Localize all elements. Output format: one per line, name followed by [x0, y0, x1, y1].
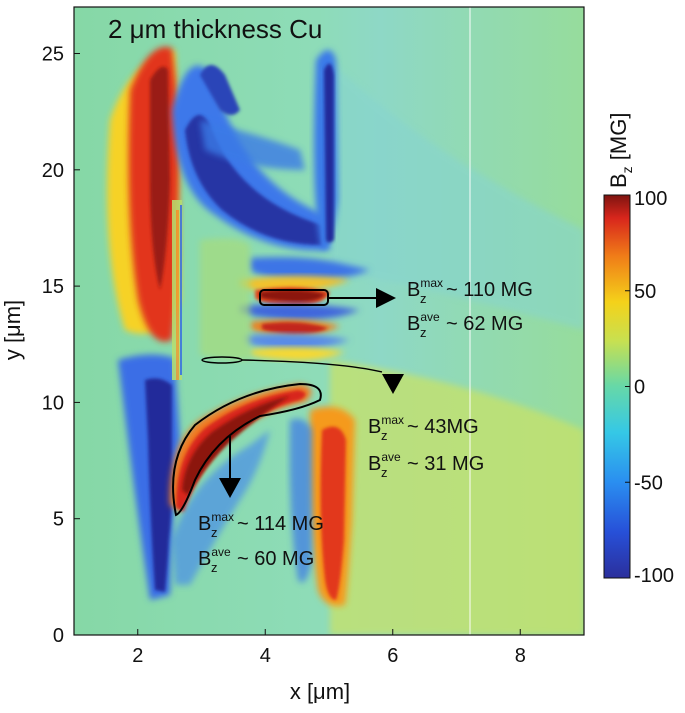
colorbar-label-main: B	[606, 173, 631, 188]
ann1-ave-value: ~ 62 MG	[446, 313, 523, 335]
colorbar: 100 50 0 -50 -100 Bz [MG]	[603, 113, 674, 587]
ann1-max-sub: z	[420, 291, 427, 306]
ann1-max-sup: max	[420, 276, 443, 290]
x-tick-label-2: 6	[387, 645, 398, 667]
region-blue-column-core	[145, 378, 172, 592]
svg-text:Bave: Bave	[368, 450, 401, 475]
colorbar-tick-label-4: -100	[634, 565, 674, 587]
colorbar-ticks: 100 50 0 -50 -100	[625, 188, 674, 587]
ann3-max-sub: z	[211, 525, 218, 540]
ann2-ave-sub: z	[381, 465, 388, 480]
field-positive-halo	[330, 360, 584, 635]
colorbar-tick-label-3: -50	[634, 472, 663, 494]
y-axis-label: y [μm]	[0, 300, 25, 360]
stripe-blue-2	[240, 303, 360, 321]
stripe-blue-1	[250, 257, 370, 281]
ann3-max-value: ~ 114 MG	[237, 513, 324, 535]
ann1-ave-sup: ave	[420, 310, 440, 324]
ann1-max-value: ~ 110 MG	[446, 279, 533, 301]
annotation-shapes	[172, 288, 404, 517]
region-red-column	[320, 426, 346, 600]
x-axis-ticks: 2 4 6 8	[132, 629, 526, 667]
region-blue-under-crescent	[172, 430, 270, 585]
ann2-ave-value: ~ 31 MG	[407, 453, 484, 475]
x-tick-label-1: 4	[260, 645, 271, 667]
annotation-1: Bmax z ~ 110 MG Bave z ~ 62 MG	[407, 276, 533, 340]
ann3-max-main: B	[198, 513, 211, 535]
ann2-max-value: ~ 43MG	[407, 416, 479, 438]
colorbar-label-unit: [MG]	[606, 113, 631, 167]
ann3-ave-main: B	[198, 548, 211, 570]
ann2-ave-sup: ave	[381, 450, 401, 464]
ann3-ave-sub: z	[211, 560, 218, 575]
ann1-max-main: B	[407, 279, 420, 301]
colorbar-label: Bz [MG]	[606, 113, 635, 188]
svg-text:Bave: Bave	[407, 310, 440, 335]
ann3-ave-sup: ave	[211, 545, 231, 559]
x-tick-label-3: 8	[515, 645, 526, 667]
stripe-red-1-core	[260, 289, 325, 302]
region-blue-column-mid	[289, 418, 312, 583]
chart-title: 2 μm thickness Cu	[108, 14, 322, 44]
svg-text:Bmax: Bmax	[407, 276, 443, 301]
ann3-max-sup: max	[211, 510, 234, 524]
y-tick-label-2: 10	[42, 392, 64, 414]
stripe-front-halo	[200, 238, 250, 360]
annotation-arrow-line-2	[241, 359, 383, 373]
stripe-red-2	[262, 322, 328, 334]
plot-frame	[73, 6, 585, 636]
ann2-max-main: B	[368, 416, 381, 438]
region-striped-layers	[200, 238, 370, 361]
ann3-ave-value: ~ 60 MG	[237, 548, 314, 570]
y-tick-label-4: 20	[42, 160, 64, 182]
svg-text:Bmax: Bmax	[198, 510, 234, 535]
stripe-blue-3	[245, 333, 350, 350]
y-tick-label-0: 0	[53, 625, 64, 647]
annotation-arrowhead-2	[382, 374, 404, 394]
heatmap-field	[74, 7, 584, 635]
colorbar-tick-label-1: 50	[634, 281, 656, 303]
ann1-ave-sub: z	[420, 325, 427, 340]
colorbar-tick-label-2: 0	[634, 377, 645, 399]
ann1-ave-main: B	[407, 313, 420, 335]
region-red-band-core	[150, 66, 170, 291]
y-tick-label-1: 5	[53, 509, 64, 531]
stripe-yellow-2	[250, 347, 345, 361]
colorbar-label-sub: z	[619, 166, 635, 173]
ann2-max-sup: max	[381, 413, 404, 427]
y-axis-ticks: 0 5 10 15 20 25	[42, 44, 80, 647]
annotation-2: Bmax z ~ 43MG Bave z ~ 31 MG	[368, 413, 484, 480]
region-blue-filament	[324, 63, 334, 243]
y-tick-label-5: 25	[42, 44, 64, 66]
region-striped-front	[172, 200, 182, 380]
annotation-3: Bmax z ~ 114 MG Bave z ~ 60 MG	[198, 510, 324, 575]
annotation-arrowhead-3	[219, 478, 241, 498]
colorbar-tick-label-0: 100	[634, 188, 667, 210]
annotation-crescent-region	[172, 382, 322, 517]
stripe-yellow-1	[240, 276, 350, 292]
ann2-max-sub: z	[381, 428, 388, 443]
region-blue-upper-ripple	[200, 120, 305, 170]
region-blue-diagonal-halo	[172, 65, 330, 251]
svg-text:Bave: Bave	[198, 545, 231, 570]
svg-text:Bmax: Bmax	[368, 413, 404, 438]
ann2-ave-main: B	[368, 453, 381, 475]
y-tick-label-3: 15	[42, 276, 64, 298]
region-blue-diagonal-top	[200, 65, 240, 115]
annotation-arrowhead-1	[376, 288, 396, 308]
field-negative-halo	[330, 60, 584, 330]
x-axis-label: x [μm]	[290, 679, 350, 704]
x-tick-label-0: 2	[132, 645, 143, 667]
